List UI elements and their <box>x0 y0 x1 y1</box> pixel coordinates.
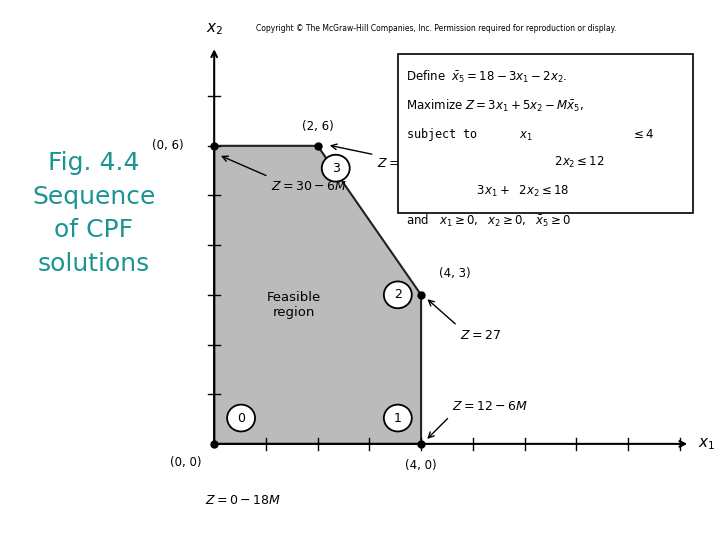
Text: (4, 3): (4, 3) <box>439 267 471 280</box>
Text: 1: 1 <box>394 411 402 424</box>
Text: (4, 0): (4, 0) <box>405 459 437 472</box>
Polygon shape <box>214 146 421 444</box>
Text: $Z = 0 - 18M$: $Z = 0 - 18M$ <box>204 494 281 507</box>
Text: Define  $\bar{x}_5 = 18 - 3x_1 - 2x_2.$: Define $\bar{x}_5 = 18 - 3x_1 - 2x_2.$ <box>405 69 567 85</box>
Circle shape <box>384 404 412 431</box>
Circle shape <box>322 155 350 181</box>
Text: (2, 6): (2, 6) <box>302 120 333 133</box>
Text: $x_1$: $x_1$ <box>698 436 715 452</box>
Text: subject to      $x_1$              $\leq 4$: subject to $x_1$ $\leq 4$ <box>405 126 654 144</box>
Circle shape <box>384 281 412 308</box>
Text: $3x_1 +\ \ 2x_2 \leq 18$: $3x_1 +\ \ 2x_2 \leq 18$ <box>405 184 569 199</box>
FancyBboxPatch shape <box>398 54 693 213</box>
Text: (0, 6): (0, 6) <box>151 139 183 152</box>
Text: $x_2$: $x_2$ <box>206 21 222 37</box>
Text: 3: 3 <box>332 161 340 174</box>
Text: 0: 0 <box>237 411 245 424</box>
Text: Copyright © The McGraw-Hill Companies, Inc. Permission required for reproduction: Copyright © The McGraw-Hill Companies, I… <box>256 24 617 33</box>
Text: Feasible
region: Feasible region <box>267 291 322 319</box>
Text: $Z = 30 - 6M$: $Z = 30 - 6M$ <box>271 180 347 193</box>
Text: and   $x_1 \geq 0,\ \ x_2 \geq 0,\ \ \bar{x}_5 \geq 0$: and $x_1 \geq 0,\ \ x_2 \geq 0,\ \ \bar{… <box>405 213 571 229</box>
Text: Maximize $Z = 3x_1 + 5x_2 - M\bar{x}_5,$: Maximize $Z = 3x_1 + 5x_2 - M\bar{x}_5,$ <box>405 98 584 114</box>
Text: $2x_2 \leq 12$: $2x_2 \leq 12$ <box>405 155 604 170</box>
Text: $Z = 27$: $Z = 27$ <box>460 329 501 342</box>
Circle shape <box>227 404 255 431</box>
Text: $Z = 12 - 6M$: $Z = 12 - 6M$ <box>452 400 528 413</box>
Text: 2: 2 <box>394 288 402 301</box>
Text: $Z = 36$: $Z = 36$ <box>377 157 418 170</box>
Text: Fig. 4.4
Sequence
of CPF
solutions: Fig. 4.4 Sequence of CPF solutions <box>32 151 156 276</box>
Text: (0, 0): (0, 0) <box>170 456 202 469</box>
